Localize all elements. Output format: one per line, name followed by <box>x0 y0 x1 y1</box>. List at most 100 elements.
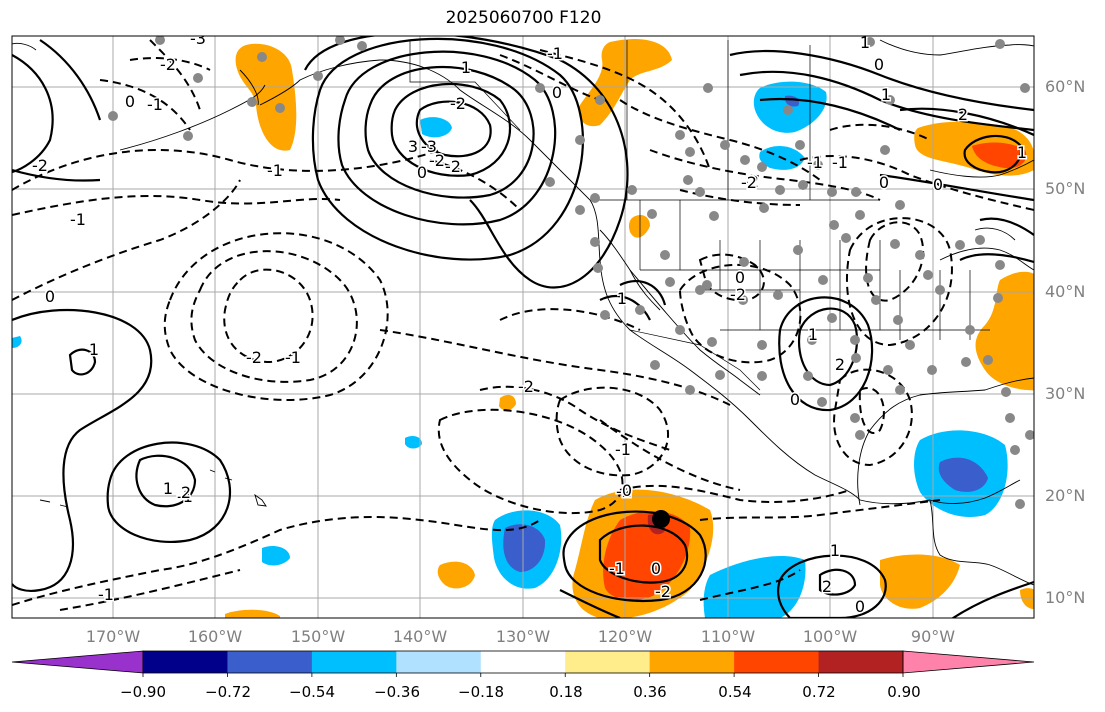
colorbar-bin <box>227 651 313 673</box>
colorbar-bin <box>480 651 566 673</box>
contour-label: 1 <box>461 58 471 77</box>
contour-label: 0 <box>552 83 562 102</box>
contour-label: 0 <box>125 92 135 111</box>
highlight-marker <box>652 510 670 528</box>
contour-label: -2 <box>160 55 176 74</box>
contour-label: 2 <box>958 105 968 124</box>
contour-label: -1 <box>807 153 823 172</box>
contour-label: -1 <box>547 44 563 63</box>
colorbar-tick-label: −0.18 <box>458 683 504 701</box>
lon-label: 140°W <box>392 627 448 646</box>
colorbar-bin <box>311 651 397 673</box>
contour-label: -1 <box>147 95 163 114</box>
political-borders <box>409 40 990 391</box>
colorbar-tick-label: 0.36 <box>633 683 667 701</box>
colorbar-tick-label: 0.72 <box>802 683 836 701</box>
contour-label: -1 <box>615 440 631 459</box>
lon-label: 100°W <box>802 627 858 646</box>
map-title: 2025060700 F120 <box>445 8 602 28</box>
contour-label: 0 <box>879 173 889 192</box>
contour-label: -2 <box>518 377 534 396</box>
colorbar-bin <box>734 651 820 673</box>
contour-label: 0 <box>735 268 745 287</box>
contour-label: -1 <box>609 559 625 578</box>
lat-label: 60°N <box>1045 77 1086 96</box>
colorbar-tick-label: 0.90 <box>887 683 921 701</box>
lat-label: 40°N <box>1045 282 1086 301</box>
colorbar-bin <box>649 651 735 673</box>
contour-label: -2 <box>730 285 746 304</box>
contour-label: -1 <box>177 487 193 506</box>
contour-label: 2 <box>181 483 191 502</box>
contour-label: 0 <box>45 287 55 306</box>
contour-label: 2 <box>822 577 832 596</box>
colorbar-bin <box>565 651 651 673</box>
lon-label: 160°W <box>187 627 243 646</box>
colorbar-tick-label: −0.72 <box>205 683 251 701</box>
contour-labels: 0 -1-2-3-21 -2 -1-101 -12-1-2-1-2-20-1 010-11… <box>31 29 1029 618</box>
contour-label: 0 <box>417 163 427 182</box>
lon-label: 120°W <box>597 627 653 646</box>
solid-contours <box>12 36 1034 618</box>
colorbar-tick-label: 0.18 <box>549 683 583 701</box>
map-frame <box>11 35 1035 619</box>
station-markers <box>108 36 1034 509</box>
contour-label: 1 <box>617 289 627 308</box>
contour-label: 0 <box>622 481 632 500</box>
contour-label: 1 <box>163 479 173 498</box>
lon-label: 90°W <box>910 627 956 646</box>
colorbar-min-extension <box>11 650 144 674</box>
colorbar-bin <box>818 651 904 673</box>
lon-label: 170°W <box>85 627 141 646</box>
contour-label: 3 <box>408 137 418 156</box>
contour-label: -1 <box>832 153 848 172</box>
contour-label: 0 <box>933 175 943 194</box>
contour-label: 0 <box>874 55 884 74</box>
colorbar <box>11 650 1035 677</box>
contour-label: -1 <box>285 348 301 367</box>
lon-label: 150°W <box>290 627 346 646</box>
lat-label: 50°N <box>1045 179 1086 198</box>
contour-label: 1 <box>881 85 891 104</box>
contour-label: -2 <box>246 348 262 367</box>
colorbar-tick-label: −0.54 <box>289 683 335 701</box>
contour-label: -2 <box>32 156 48 175</box>
colorbar-max-extension <box>902 650 1035 674</box>
contour-label: 2 <box>835 355 845 374</box>
colorbar-tick-label: 0.54 <box>718 683 752 701</box>
contour-label: -2 <box>741 173 757 192</box>
positive-anomaly-patch <box>225 39 1034 618</box>
contour-label: -1 <box>70 210 86 229</box>
graticule <box>12 36 1034 618</box>
contour-label: -2 <box>445 157 461 176</box>
colorbar-bin <box>396 651 482 673</box>
colorbar-tick-label: −0.90 <box>120 683 166 701</box>
colorbar-bin <box>143 651 228 673</box>
contour-label: 1 <box>89 340 99 359</box>
contour-label: 0 <box>790 390 800 409</box>
contour-label: -2 <box>450 94 466 113</box>
contour-label: 1 <box>860 33 870 52</box>
contour-label: -2 <box>655 582 671 601</box>
contour-label: 0 <box>651 559 661 578</box>
contour-label: -3 <box>421 137 437 156</box>
contour-label: 0 <box>855 597 865 616</box>
lat-label: 20°N <box>1045 486 1086 505</box>
contour-label: -2 <box>743 172 759 191</box>
lat-label: 10°N <box>1045 588 1086 607</box>
colorbar-tick-label: −0.36 <box>374 683 420 701</box>
contour-label: -3 <box>190 29 206 48</box>
lon-label: 110°W <box>700 627 756 646</box>
colorbar-outline <box>142 650 904 674</box>
contour-label: 1 <box>1017 143 1027 162</box>
contour-label: 1 <box>830 541 840 560</box>
contour-label: -2 <box>429 151 445 170</box>
lat-label: 30°N <box>1045 384 1086 403</box>
lon-label: 130°W <box>495 627 551 646</box>
contour-label: 1 <box>808 325 818 344</box>
contour-label: -1 <box>267 161 283 180</box>
contour-label: -1 <box>98 585 114 604</box>
contour-label: -2 <box>616 482 632 501</box>
negative-anomaly-patch <box>12 81 1008 618</box>
